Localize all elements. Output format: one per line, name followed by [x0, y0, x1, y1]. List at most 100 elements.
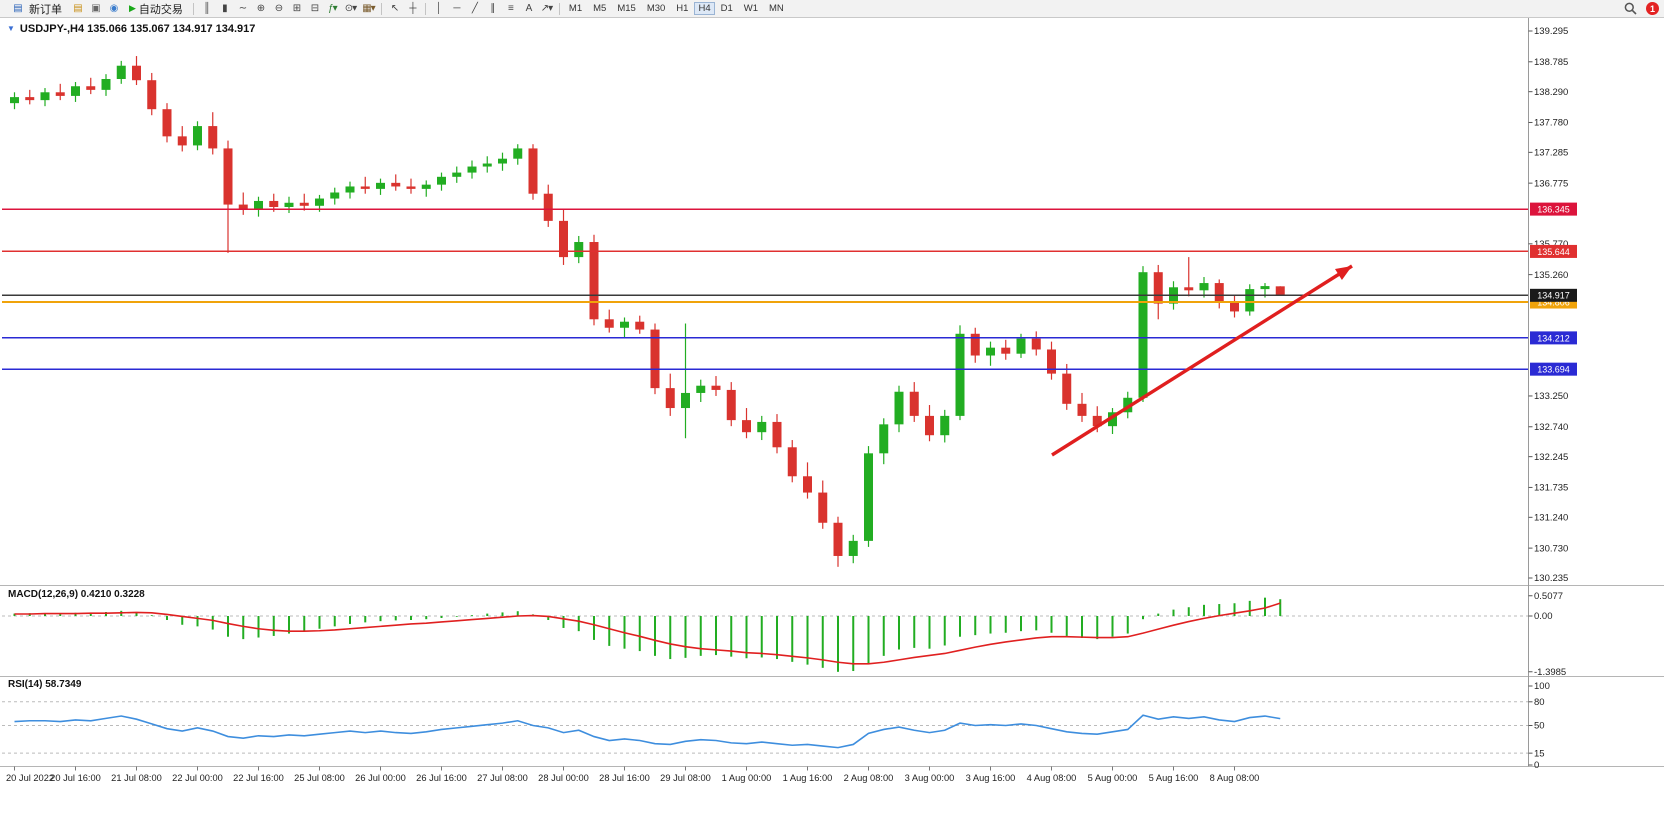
- cursor-icon[interactable]: ↖: [390, 3, 399, 14]
- svg-text:132.245: 132.245: [1534, 452, 1568, 463]
- candle: [467, 166, 477, 173]
- templates-icon[interactable]: ▦▾: [362, 3, 375, 14]
- time-label: 20 Jul 2022: [6, 773, 54, 783]
- rsi-line: [14, 714, 1281, 749]
- timeframe-M30[interactable]: M30: [646, 3, 666, 14]
- candle: [665, 388, 675, 409]
- auto-trading-button[interactable]: ▶ 自动交易: [123, 0, 189, 18]
- timeframe-H1[interactable]: H1: [676, 3, 689, 14]
- candle: [101, 78, 111, 90]
- trend-arrow-annotation[interactable]: [1051, 264, 1353, 457]
- svg-text:133.250: 133.250: [1534, 391, 1568, 402]
- toolbar-separator: [558, 2, 560, 15]
- time-label: 8 Aug 08:00: [1210, 773, 1260, 783]
- candle: [238, 204, 248, 209]
- candle: [986, 347, 995, 356]
- svg-text:130.730: 130.730: [1534, 543, 1568, 554]
- price-badge-135.644: [1530, 244, 1577, 258]
- zoom-in-icon[interactable]: ⊕: [256, 3, 265, 14]
- horizontal-line-icon[interactable]: ─: [453, 3, 460, 14]
- svg-text:134.806: 134.806: [1537, 297, 1570, 307]
- panel-separators: [0, 18, 1664, 767]
- candle: [25, 97, 35, 101]
- candle: [10, 97, 19, 104]
- timeframe-M5[interactable]: M5: [593, 3, 607, 14]
- fibonacci-icon[interactable]: ≡: [508, 3, 514, 14]
- new-order-button[interactable]: ▤ 新订单: [3, 0, 68, 18]
- candle: [650, 329, 660, 389]
- candle: [421, 184, 431, 189]
- candle: [818, 492, 828, 523]
- time-label: 26 Jul 00:00: [355, 773, 406, 783]
- timeframe-D1[interactable]: D1: [720, 3, 733, 14]
- trendline-icon[interactable]: ╱: [471, 3, 478, 14]
- timeframe-H4[interactable]: H4: [694, 2, 715, 15]
- timeframe-M15[interactable]: M15: [617, 3, 636, 14]
- toolbar: ▤ 新订单 ▤ ▣ ◉ ▶ 自动交易 ║ ▮ ∼ ⊕ ⊖ ⊞ ⊟ ƒ▾ ⊙▾ ▦▾ ↖ ┼ │ ─ ╱ ∥ ≡ A ↗▾ M1 M…: [0, 0, 1664, 18]
- candle: [55, 92, 65, 96]
- line-chart-icon[interactable]: ∼: [238, 3, 247, 14]
- candle: [726, 389, 736, 421]
- candle: [452, 172, 462, 177]
- svg-text:0.5077: 0.5077: [1534, 591, 1563, 602]
- candle: [284, 202, 294, 207]
- candle: [1108, 412, 1117, 427]
- candle: [254, 200, 263, 209]
- candle: [330, 192, 340, 199]
- price-badge-134.212: [1530, 331, 1577, 345]
- svg-text:137.285: 137.285: [1534, 148, 1568, 159]
- text-tool-icon[interactable]: A: [525, 3, 533, 14]
- cascade-windows-icon[interactable]: ⊟: [310, 3, 319, 14]
- svg-text:130.235: 130.235: [1534, 573, 1568, 584]
- candlestick-chart-icon[interactable]: ▮: [222, 3, 228, 14]
- crosshair-icon[interactable]: ┼: [409, 3, 416, 14]
- trade-history-icon[interactable]: ▤: [73, 3, 82, 14]
- candle: [345, 186, 355, 193]
- svg-text:132.740: 132.740: [1534, 422, 1568, 433]
- search-icon[interactable]: [1624, 2, 1637, 15]
- zoom-out-icon[interactable]: ⊖: [274, 3, 283, 14]
- timeframe-W1[interactable]: W1: [743, 3, 759, 14]
- channel-icon[interactable]: ∥: [490, 3, 495, 14]
- candle: [620, 321, 629, 328]
- macd-panel: 0.5077 0.00 -1.3985: [2, 591, 1566, 678]
- candle: [498, 158, 507, 164]
- tile-windows-icon[interactable]: ⊞: [292, 3, 301, 14]
- svg-text:-1.3985: -1.3985: [1534, 667, 1566, 678]
- timeframe-M1[interactable]: M1: [568, 3, 583, 14]
- notification-badge[interactable]: 1: [1646, 2, 1659, 15]
- toolbar-separator: [192, 2, 194, 15]
- candle: [71, 86, 80, 96]
- candle: [1184, 287, 1194, 291]
- candle: [1153, 272, 1163, 304]
- candle: [879, 424, 889, 454]
- svg-text:134.917: 134.917: [1537, 291, 1570, 301]
- indicators-icon[interactable]: ƒ▾: [328, 3, 338, 14]
- svg-text:138.290: 138.290: [1534, 87, 1568, 98]
- time-label: 25 Jul 08:00: [294, 773, 345, 783]
- bar-chart-icon[interactable]: ║: [203, 3, 210, 14]
- svg-text:50: 50: [1534, 721, 1545, 732]
- timeframe-MN[interactable]: MN: [769, 3, 784, 14]
- candle: [864, 453, 873, 541]
- new-chart-icon[interactable]: ▣: [91, 3, 100, 14]
- candle: [1199, 283, 1209, 291]
- price-levels: [2, 208, 1528, 370]
- candle: [223, 148, 233, 205]
- candle: [299, 202, 309, 206]
- time-label: 28 Jul 16:00: [599, 773, 650, 783]
- chart-header: ▼ USDJPY-,H4 135.066 135.067 134.917 134…: [7, 23, 255, 35]
- candle: [543, 193, 553, 221]
- candle: [909, 391, 919, 416]
- candle: [1138, 272, 1148, 398]
- chevron-down-icon[interactable]: ▼: [7, 24, 15, 33]
- candle: [406, 186, 416, 189]
- periods-icon[interactable]: ⊙▾: [344, 3, 357, 14]
- candles: [10, 56, 1285, 567]
- time-label: 28 Jul 00:00: [538, 773, 589, 783]
- vertical-line-icon[interactable]: │: [435, 3, 442, 14]
- svg-text:135.260: 135.260: [1534, 270, 1568, 281]
- profiles-icon[interactable]: ◉: [109, 3, 119, 14]
- arrows-tool-icon[interactable]: ↗▾: [540, 3, 553, 14]
